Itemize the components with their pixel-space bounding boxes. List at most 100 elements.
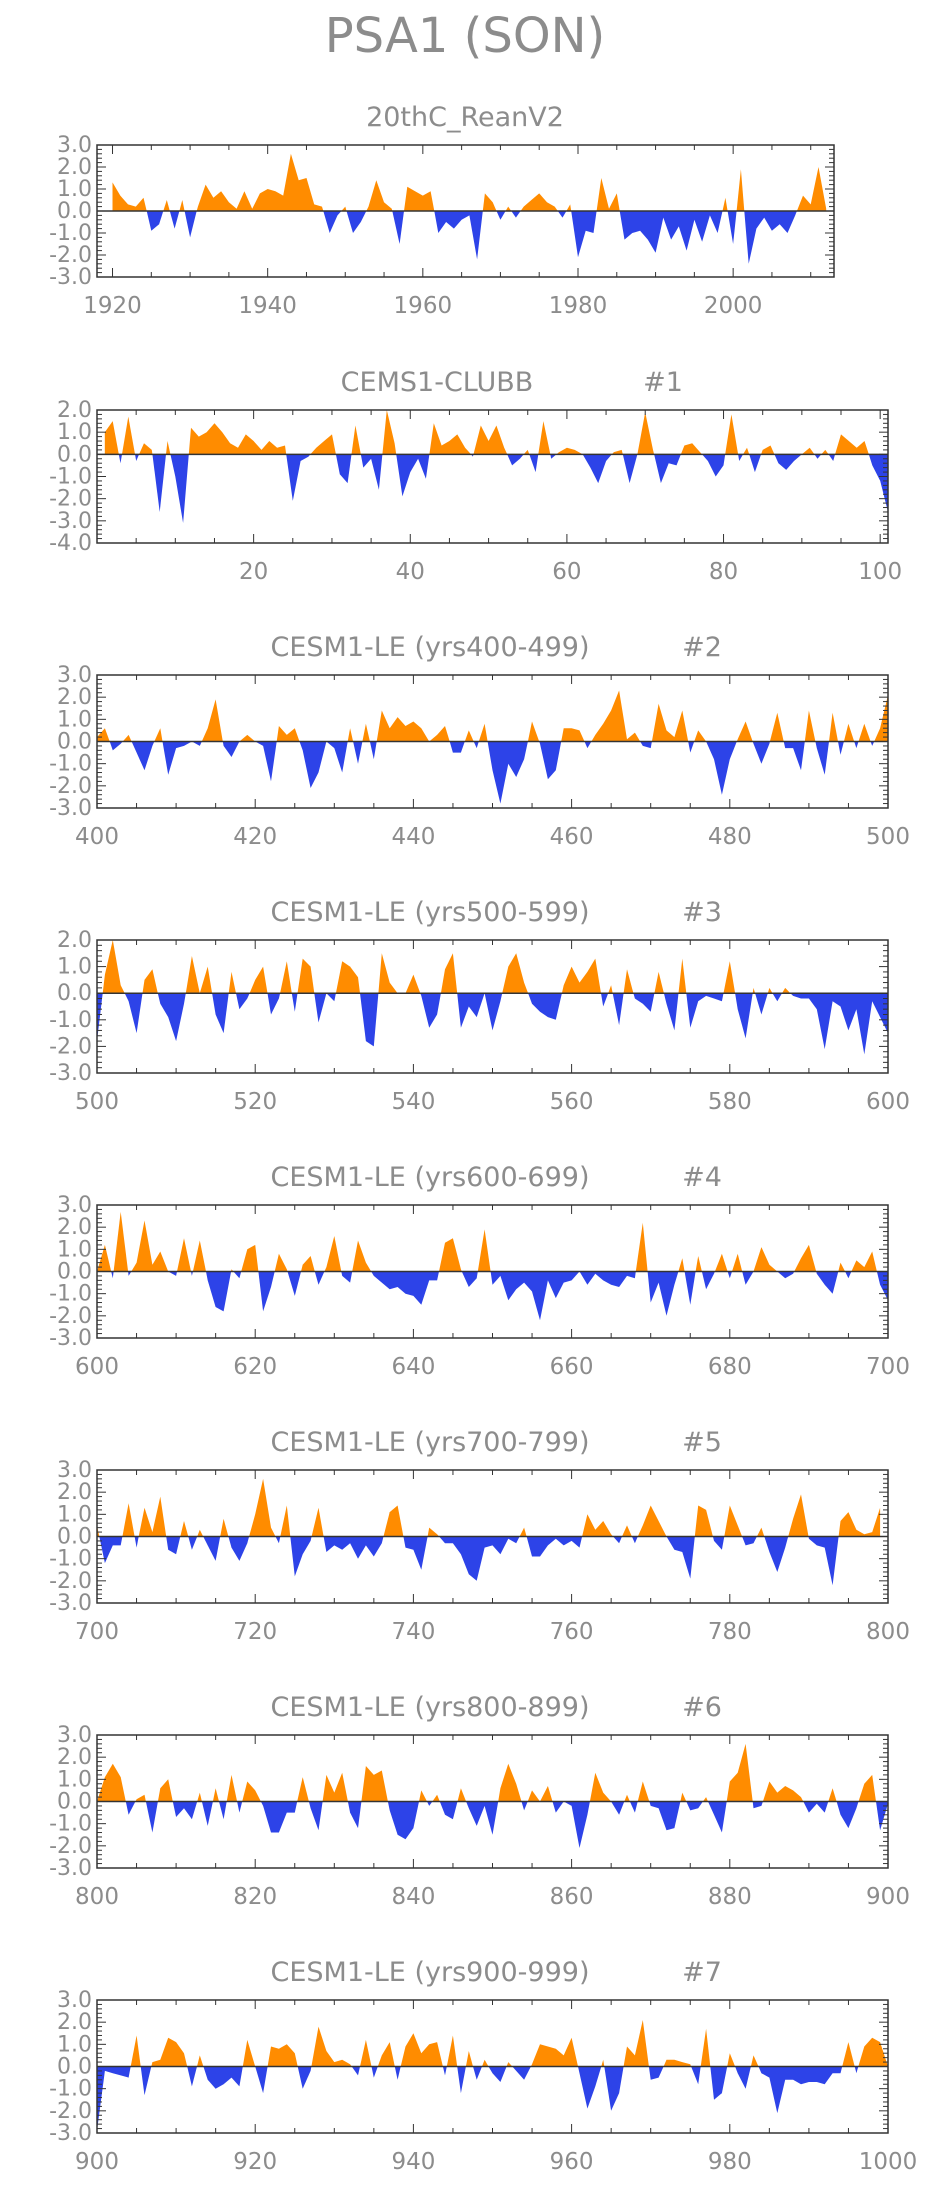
panel-2-ytick-label: -2.0	[49, 487, 92, 512]
panel-3-ytick-label: 2.0	[57, 685, 92, 710]
panel-3-area-negative-7	[191, 741, 202, 746]
panel-2-area-negative-29	[654, 454, 681, 484]
panel-7-area-negative-33	[611, 1801, 625, 1815]
panel-4-area-negative-26	[528, 993, 562, 1020]
panel-4-area-negative-38	[735, 993, 753, 1039]
panel-3-area-positive-18	[362, 723, 370, 742]
panel-6-ytick-label: -2.0	[49, 1569, 92, 1594]
panel-6-label: #5	[682, 1427, 722, 1458]
panel-5-area-negative-25	[490, 1271, 580, 1321]
panel-5-area-positive-4	[131, 1220, 169, 1272]
panel-3-area-positive-10	[239, 734, 256, 742]
panel-3-area-negative-19	[369, 741, 377, 760]
panel-6-area-negative-1	[99, 1536, 123, 1564]
panel-8-area-negative-10	[297, 2066, 312, 2089]
panel-3: CESM1-LE (yrs400-499) #2 3.02.01.00.0-1.…	[49, 632, 910, 850]
panel-8-ytick-label: 1.0	[57, 2032, 92, 2057]
panel-2-area-negative-13	[360, 454, 383, 490]
panel-6-ytick-label: 0.0	[57, 1525, 92, 1550]
panel-3-area-negative-45	[854, 741, 859, 749]
panel-7-area-negative-39	[686, 1801, 703, 1811]
panel-6-area-negative-17	[323, 1536, 384, 1559]
panel-3-xtick-label: 420	[233, 824, 277, 850]
panel-8-area-negative-42	[854, 2066, 859, 2074]
panel-6-area-positive-34	[756, 1527, 765, 1537]
panel-3-area-positive-36	[736, 721, 753, 742]
panel-2-area-positive-40	[821, 449, 829, 455]
panel-5-area-negative-43	[845, 1271, 852, 1279]
panel-1-area-positive-22	[596, 178, 620, 211]
panel-7-ytick-label: -1.0	[49, 1812, 92, 1837]
panel-8-area-positive-31	[623, 2020, 649, 2067]
panel-3-area-negative-9	[222, 741, 240, 757]
panel-7-area-negative-15	[308, 1801, 323, 1831]
panel-8-area-negative-32	[648, 2066, 664, 2080]
panel-3-area-positive-24	[478, 723, 488, 742]
panel-2-area-positive-26	[611, 449, 623, 455]
panel-8-area-negative-18	[442, 2066, 447, 2076]
panel-5-xtick-label: 680	[708, 1354, 752, 1380]
panel-5-area-positive-38	[753, 1247, 778, 1272]
panel-6-area-positive-12	[249, 1478, 276, 1537]
panel-2-area-negative-25	[582, 454, 612, 484]
panel-5-area-negative-3	[128, 1271, 132, 1276]
panel-2-area-negative-41	[828, 454, 836, 461]
panel-5-area-negative-7	[191, 1271, 193, 1276]
panel-3-area-negative-29	[584, 741, 592, 749]
panel-4-area-negative-32	[633, 993, 655, 1012]
panel-7-xtick-label: 820	[233, 1884, 277, 1910]
panel-8-area-positive-23	[482, 2059, 489, 2067]
panel-1-area-positive-8	[341, 206, 347, 211]
panel-2-ytick-label: 0.0	[57, 442, 92, 467]
panel-2-area-negative-43	[868, 454, 888, 512]
panel-8-area-negative-26	[512, 2066, 531, 2080]
panel-8-ytick-label: -2.0	[49, 2099, 92, 2124]
panel-3-area-positive-0	[97, 728, 110, 742]
panel-1-area-positive-16	[505, 206, 512, 211]
panel-3-title: CESM1-LE (yrs400-499)	[271, 632, 590, 663]
panel-7-title: CESM1-LE (yrs800-899)	[271, 1692, 590, 1723]
panel-8: CESM1-LE (yrs900-999) #7 3.02.01.00.0-1.…	[49, 1957, 917, 2175]
panel-4-area-negative-28	[601, 993, 609, 1007]
panel-5-area-negative-9	[206, 1271, 232, 1312]
panel-5-area-positive-8	[192, 1240, 206, 1272]
panel-4-area-negative-6	[212, 993, 229, 1034]
panel-7-xtick-label: 840	[391, 1884, 435, 1910]
panel-7-area-positive-28	[527, 1786, 553, 1802]
panel-5-area-positive-36	[732, 1253, 743, 1272]
panel-7-area-positive-6	[197, 1792, 202, 1802]
panel-2-area-positive-34	[743, 447, 750, 455]
panel-6-area-positive-22	[519, 1527, 527, 1537]
panel-3-area-negative-47	[870, 741, 875, 746]
panel-4-area-negative-10	[267, 993, 281, 1015]
panel-8-area-positive-43	[858, 2037, 888, 2067]
panel-7-area-negative-7	[201, 1801, 213, 1826]
panel-8-area-negative-22	[473, 2066, 482, 2080]
panel-5-area-positive-22	[439, 1238, 462, 1272]
panel-2-area-positive-6	[166, 441, 171, 455]
panel-6-area-negative-13	[275, 1536, 281, 1544]
panel-6-area-negative-21	[439, 1536, 520, 1581]
panel-8-xtick-label: 960	[550, 2149, 594, 2175]
panel-2-area-negative-33	[738, 454, 744, 461]
panel-1-area-negative-21	[571, 211, 597, 258]
panel-6-area-negative-33	[742, 1536, 757, 1546]
panel-8-area-positive-19	[446, 2035, 458, 2067]
panel-3-area-positive-16	[347, 728, 354, 742]
panel-1-area-negative-7	[323, 211, 342, 233]
panel-7-area-positive-44	[762, 1781, 804, 1802]
panel-4-ytick-label: 2.0	[57, 928, 92, 953]
panel-4-area-negative-4	[157, 993, 186, 1042]
panel-8-area-negative-6	[203, 2066, 243, 2089]
panel-3-label: #2	[682, 632, 722, 663]
panel-2-area-positive-4	[139, 443, 153, 455]
panel-3-area-negative-41	[815, 741, 829, 775]
panel-4-area-positive-29	[608, 985, 613, 994]
panel-7-area-negative-45	[803, 1801, 829, 1813]
panel-2-area-negative-31	[702, 454, 726, 477]
panel-8-area-negative-40	[758, 2066, 843, 2114]
panel-6-area-negative-35	[764, 1536, 789, 1572]
panel-5-area-negative-31	[684, 1271, 696, 1305]
panel-8-area-positive-21	[465, 2051, 473, 2067]
panel-3-area-negative-21	[449, 741, 465, 753]
